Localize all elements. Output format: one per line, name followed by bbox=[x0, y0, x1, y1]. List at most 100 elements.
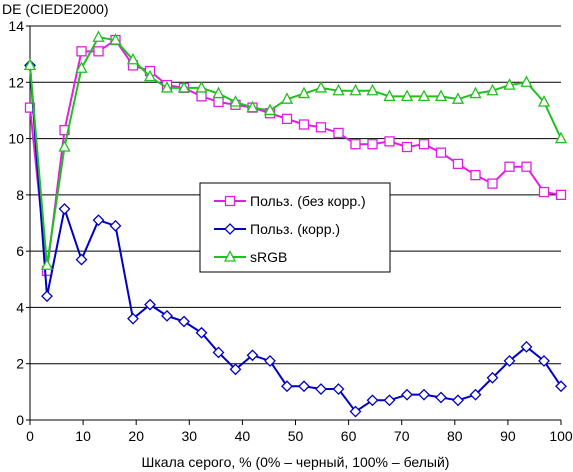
x-tick-label: 20 bbox=[128, 428, 144, 444]
y-tick-label: 6 bbox=[16, 243, 24, 259]
y-tick-label: 14 bbox=[8, 18, 24, 34]
y-axis-label: DE (CIEDE2000) bbox=[2, 1, 109, 17]
x-tick-label: 50 bbox=[288, 428, 304, 444]
data-point bbox=[161, 309, 173, 322]
legend-swatch-marker bbox=[224, 223, 236, 235]
data-point bbox=[417, 89, 431, 102]
data-point bbox=[521, 161, 532, 172]
data-point bbox=[212, 86, 225, 99]
data-point bbox=[263, 103, 277, 116]
data-point bbox=[451, 92, 465, 104]
y-tick-label: 12 bbox=[8, 74, 24, 90]
data-point bbox=[109, 219, 122, 232]
data-point bbox=[383, 394, 396, 407]
data-point bbox=[400, 89, 414, 102]
data-point bbox=[246, 349, 259, 362]
x-tick-label: 40 bbox=[235, 428, 251, 444]
data-point bbox=[332, 383, 345, 395]
data-point bbox=[229, 363, 242, 376]
x-tick-label: 100 bbox=[549, 428, 573, 444]
data-point bbox=[366, 83, 379, 96]
data-point bbox=[314, 81, 328, 93]
legend-label: Польз. (без корр.) bbox=[250, 193, 366, 209]
data-point bbox=[469, 86, 482, 99]
y-tick-label: 2 bbox=[16, 356, 24, 372]
data-point bbox=[195, 326, 208, 339]
series-layer bbox=[23, 30, 568, 418]
data-point bbox=[503, 78, 516, 90]
legend-label: sRGB bbox=[250, 249, 287, 265]
data-point bbox=[315, 383, 327, 395]
data-point bbox=[418, 388, 430, 401]
data-point bbox=[196, 91, 207, 102]
data-point bbox=[126, 52, 140, 65]
y-tick-label: 10 bbox=[8, 131, 24, 147]
data-point bbox=[470, 170, 481, 181]
data-point bbox=[75, 61, 88, 73]
data-point bbox=[487, 178, 498, 189]
data-point bbox=[435, 391, 447, 404]
data-point bbox=[452, 394, 464, 407]
data-point bbox=[213, 96, 224, 108]
data-point bbox=[366, 394, 379, 407]
data-point bbox=[298, 380, 310, 393]
data-point bbox=[332, 83, 345, 96]
axes bbox=[26, 25, 562, 425]
legend-swatch-marker bbox=[224, 195, 236, 207]
data-point bbox=[520, 75, 533, 87]
data-point bbox=[41, 290, 53, 303]
data-point bbox=[383, 89, 396, 102]
data-point bbox=[92, 214, 105, 227]
data-point bbox=[333, 127, 344, 139]
legend: Польз. (без корр.) Польз. (корр.) sRGB bbox=[199, 182, 391, 273]
data-point bbox=[418, 139, 430, 150]
data-point bbox=[23, 58, 37, 71]
data-point bbox=[264, 354, 276, 367]
data-point bbox=[401, 388, 413, 401]
data-point bbox=[280, 92, 294, 104]
data-point bbox=[503, 354, 516, 367]
x-axis-label: Шкала серого, % (0% – черный, 100% – бел… bbox=[142, 454, 450, 470]
y-tick-label: 4 bbox=[16, 299, 24, 315]
data-point bbox=[555, 380, 567, 393]
x-tick-label: 70 bbox=[394, 428, 410, 444]
legend-label: Польз. (корр.) bbox=[250, 221, 340, 237]
x-tick-label: 90 bbox=[500, 428, 516, 444]
data-point bbox=[401, 141, 413, 153]
data-point bbox=[349, 405, 362, 418]
x-tick-label: 80 bbox=[447, 428, 463, 444]
data-point bbox=[298, 119, 310, 130]
series-2 bbox=[24, 59, 567, 418]
tick-labels: 0 2 4 6 8 10 12 14 0 10 20 30 40 50 60 70 80 90 100 bbox=[8, 18, 572, 444]
x-tick-label: 10 bbox=[75, 428, 91, 444]
data-point bbox=[93, 46, 104, 57]
data-point bbox=[281, 113, 293, 125]
data-point bbox=[520, 340, 533, 353]
data-point bbox=[58, 203, 71, 215]
data-point bbox=[109, 33, 122, 45]
data-point bbox=[75, 253, 88, 266]
y-tick-label: 0 bbox=[16, 412, 24, 428]
data-point bbox=[229, 95, 242, 107]
data-point bbox=[144, 298, 156, 311]
data-point bbox=[92, 30, 105, 42]
data-point bbox=[367, 139, 378, 150]
series-3 bbox=[23, 30, 568, 270]
data-point bbox=[555, 189, 567, 201]
data-point bbox=[160, 81, 174, 93]
data-point bbox=[178, 315, 190, 328]
data-point bbox=[281, 380, 293, 393]
data-point bbox=[143, 69, 157, 82]
x-tick-label: 60 bbox=[341, 428, 357, 444]
data-point bbox=[212, 346, 225, 359]
data-point bbox=[349, 83, 362, 96]
legend-swatch-marker bbox=[223, 250, 237, 262]
data-point bbox=[554, 131, 568, 144]
data-point bbox=[435, 147, 447, 158]
data-point bbox=[315, 122, 327, 133]
data-point bbox=[195, 81, 208, 93]
data-point bbox=[486, 83, 499, 96]
data-point bbox=[297, 86, 311, 99]
data-point bbox=[177, 81, 191, 93]
